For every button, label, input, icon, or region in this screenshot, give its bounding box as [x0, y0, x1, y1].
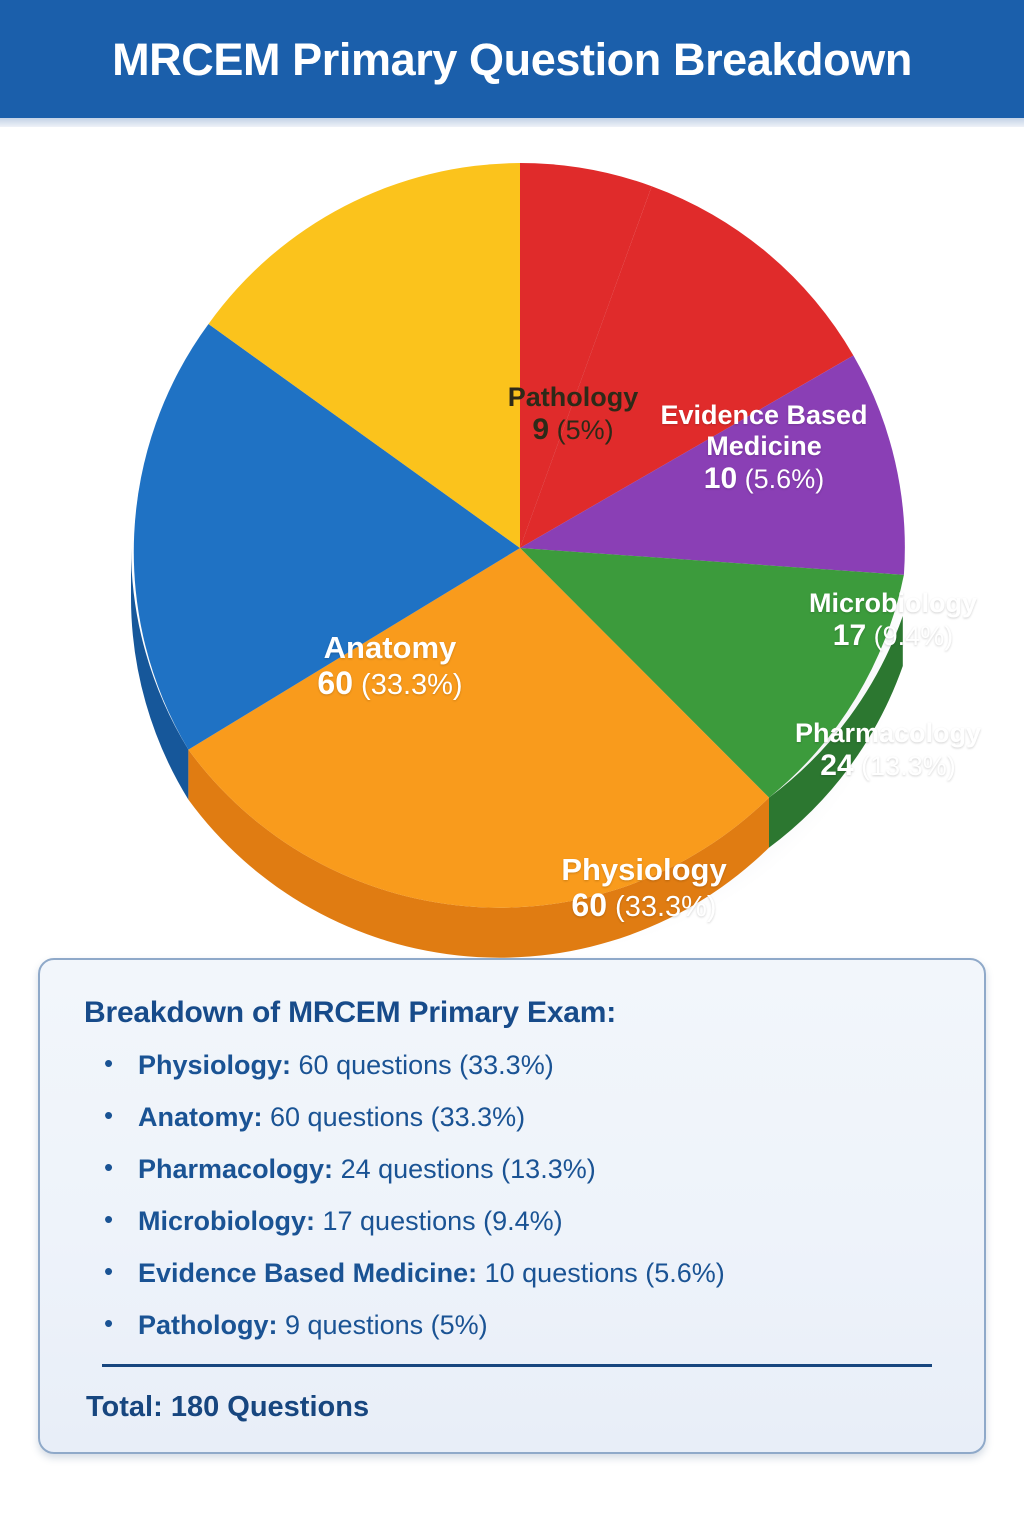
pie-slice-microbiology[interactable] [520, 355, 905, 575]
pie-side-anatomy [131, 548, 189, 800]
list-item-name: Pharmacology: [138, 1154, 334, 1184]
pie-3d-sides [131, 548, 903, 958]
breakdown-title: Breakdown of MRCEM Primary Exam: [84, 996, 617, 1029]
pie-side-pharmacology [769, 616, 903, 848]
breakdown-panel: Breakdown of MRCEM Primary Exam: Physiol… [38, 958, 986, 1454]
breakdown-total: Total: 180 Questions [86, 1391, 370, 1423]
pie-slice-evidence-based-medicine[interactable] [520, 163, 652, 548]
list-item-detail: 10 questions (5.6%) [477, 1258, 725, 1288]
list-item: Evidence Based Medicine: 10 questions (5… [102, 1258, 940, 1288]
pie-side-physiology [188, 749, 769, 958]
list-item-name: Evidence Based Medicine: [138, 1258, 478, 1288]
list-item-detail: 60 questions (33.3%) [262, 1102, 526, 1132]
page-title: MRCEM Primary Question Breakdown [112, 33, 912, 85]
pie-chart-graphic: Pathology 9 (5%) Evidence Based Medicine… [128, 160, 981, 958]
list-item: Microbiology: 17 questions (9.4%) [102, 1206, 940, 1236]
pie-svg [128, 163, 912, 958]
list-item: Pathology: 9 questions (5%) [102, 1310, 940, 1340]
list-item-detail: 17 questions (9.4%) [315, 1206, 563, 1236]
list-item-name: Anatomy: [138, 1102, 263, 1132]
pie-top-face [133, 163, 905, 908]
breakdown-divider [102, 1364, 932, 1367]
list-item: Physiology: 60 questions (33.3%) [102, 1050, 940, 1080]
list-item-name: Pathology: [138, 1310, 278, 1340]
list-item: Pharmacology: 24 questions (13.3%) [102, 1154, 940, 1184]
pie-slice-pathology[interactable] [208, 163, 521, 548]
pie-chart: Pathology 9 (5%) Evidence Based Medicine… [0, 128, 1024, 958]
list-item-detail: 60 questions (33.3%) [291, 1050, 554, 1080]
list-item-detail: 24 questions (13.3%) [333, 1154, 596, 1184]
pie-slice-physiology[interactable] [188, 548, 769, 908]
list-item: Anatomy: 60 questions (33.3%) [102, 1102, 940, 1132]
pie-slice-evidence-based-medicine-b[interactable] [520, 186, 854, 548]
pie-slice-anatomy[interactable] [133, 324, 520, 750]
header-banner: MRCEM Primary Question Breakdown [0, 0, 1024, 127]
list-item-detail: 9 questions (5%) [277, 1310, 488, 1340]
list-item-name: Physiology: [138, 1050, 292, 1080]
pie-slice-pharmacology[interactable] [520, 548, 904, 798]
breakdown-list: Physiology: 60 questions (33.3%) Anatomy… [84, 1050, 940, 1340]
list-item-name: Microbiology: [138, 1206, 315, 1236]
